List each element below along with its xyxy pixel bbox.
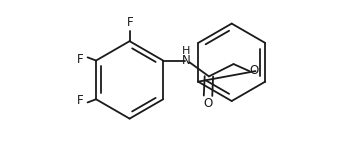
Text: O: O <box>203 97 213 110</box>
Text: F: F <box>77 53 84 66</box>
Text: F: F <box>77 94 84 107</box>
Text: F: F <box>127 16 134 29</box>
Text: O: O <box>250 64 259 77</box>
Text: H: H <box>182 46 190 56</box>
Text: N: N <box>182 54 190 67</box>
